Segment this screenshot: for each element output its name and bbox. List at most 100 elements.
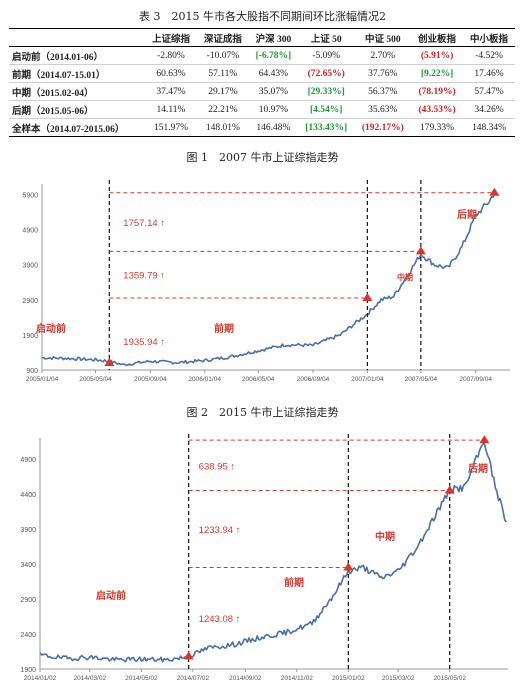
gain-annotation: 1233.94 ↑ — [199, 525, 241, 536]
x-tick-label: 2005/09/04 — [134, 376, 167, 383]
gain-annotation: 1359.79 ↑ — [123, 271, 165, 282]
header-cell: 创业板指 — [411, 28, 464, 47]
phase-label: 前期 — [284, 576, 304, 589]
phase-label: 启动前 — [96, 589, 126, 602]
table-cell: [9.22%] — [411, 64, 464, 83]
row-label: 启动前（2014.01-06） — [9, 46, 145, 65]
phase-label: 前期 — [214, 322, 234, 335]
table-header-row: 上证综指 深证成指 沪深 300 上证 50 中证 500 创业板指 中小板指 — [9, 28, 515, 47]
row-label: 后期（2015.05-06） — [9, 100, 145, 119]
phase-label: 启动前 — [36, 322, 66, 335]
table-title: 表 3 2015 牛市各大股指不同期间环比涨幅情况2 — [139, 10, 386, 23]
figure2-caption: 图 2 2015 牛市上证综指走势 — [186, 406, 339, 419]
table-row: 前期（2014.07-15.01） 60.63% 57.11% 64.43% (72.6… — [9, 64, 515, 83]
table-cell: 29.17% — [196, 82, 249, 101]
figure1-line-chart: 900 1900 2900 3900 4900 5900 2005/01/04 2005/05… — [22, 180, 510, 383]
turning-point-marker — [444, 485, 455, 494]
x-tick-label: 2007/09/04 — [459, 376, 492, 383]
table-cell: 146.48% — [248, 118, 298, 137]
gain-annotation: 1243.08 ↑ — [199, 614, 241, 625]
row-label: 中期（2015.02-04） — [9, 82, 145, 101]
header-cell: 沪深 300 — [248, 28, 298, 47]
header-cell: 上证 50 — [297, 28, 355, 47]
header-cell: 上证综指 — [145, 28, 197, 47]
x-tick-label: 2014/11/02 — [281, 675, 313, 682]
table-cell: 56.37% — [354, 82, 412, 101]
table-cell: [4.54%] — [297, 100, 355, 119]
table-cell: 60.63% — [145, 64, 197, 83]
x-tick-label: 2005/05/04 — [79, 376, 112, 383]
table-cell: 10.97% — [248, 100, 298, 119]
table-cell: 148.01% — [196, 118, 249, 137]
header-cell: 中小板指 — [463, 28, 515, 47]
table-row: 中期（2015.02-04） 37.47% 29.17% 35.07% [29.33%]… — [9, 82, 515, 101]
turning-point-marker — [489, 187, 500, 196]
y-tick-label: 3400 — [20, 562, 36, 569]
x-tick-label: 2014/05/02 — [125, 675, 158, 682]
table-cell: 17.46% — [463, 64, 515, 83]
table-cell: (72.65%) — [297, 64, 355, 83]
x-tick-label: 2014/01/02 — [24, 675, 57, 682]
y-tick-label: 1900 — [22, 333, 38, 340]
index-returns-table: 上证综指 深证成指 沪深 300 上证 50 中证 500 创业板指 中小板指 … — [9, 28, 515, 137]
figure1-caption: 图 1 2007 牛市上证综指走势 — [186, 151, 339, 164]
table-cell: 37.47% — [145, 82, 197, 101]
turning-point-marker — [362, 293, 373, 302]
y-tick-label: 4900 — [20, 457, 36, 464]
table-cell: (5.91%) — [411, 46, 464, 65]
y-tick-label: 1900 — [20, 667, 36, 674]
table-row: 后期（2015.05-06） 14.11% 22.21% 10.97% [4.54%] 3… — [9, 100, 515, 119]
row-label: 前期（2014.07-15.01） — [9, 64, 145, 83]
header-cell — [9, 28, 145, 47]
y-tick-label: 4400 — [20, 492, 36, 499]
y-tick-label: 4900 — [22, 228, 38, 235]
phase-label: 中期 — [375, 530, 395, 543]
x-tick-label: 2007/01/04 — [351, 376, 384, 383]
x-tick-label: 2015/05/02 — [433, 675, 466, 682]
table-cell: 35.63% — [354, 100, 412, 119]
y-tick-label: 2900 — [20, 597, 36, 604]
table-cell: 148.34% — [463, 118, 515, 137]
x-tick-label: 2006/05/04 — [242, 376, 275, 383]
header-cell: 深证成指 — [196, 28, 249, 47]
table-cell: 57.11% — [196, 64, 249, 83]
x-tick-label: 2005/01/04 — [26, 376, 59, 383]
x-tick-label: 2014/03/02 — [74, 675, 107, 682]
x-tick-label: 2014/07/02 — [177, 675, 210, 682]
turning-point-marker — [479, 435, 490, 444]
x-tick-label: 2006/01/04 — [188, 376, 221, 383]
gain-annotation: 1757.14 ↑ — [123, 218, 165, 229]
table-cell: 64.43% — [248, 64, 298, 83]
table-cell: [-6.78%] — [248, 46, 298, 65]
y-tick-label: 3900 — [22, 263, 38, 270]
header-cell: 中证 500 — [354, 28, 412, 47]
y-tick-label: 3900 — [20, 527, 36, 534]
y-tick-label: 900 — [26, 368, 38, 375]
index-line-series — [41, 192, 496, 367]
table-cell: (78.19%) — [411, 82, 464, 101]
table-cell: (192.17%) — [354, 118, 412, 137]
table-cell: 22.21% — [196, 100, 249, 119]
table-cell: [133.43%] — [297, 118, 355, 137]
turning-point-marker — [104, 357, 115, 366]
table-cell: [29.33%] — [297, 82, 355, 101]
y-tick-label: 2400 — [20, 632, 36, 639]
gain-annotation: 1935.94 ↑ — [123, 337, 165, 348]
index-line-series — [39, 442, 507, 663]
table-row: 启动前（2014.01-06） -2.80% -10.07% [-6.78%] -5.0… — [9, 46, 515, 65]
table-cell: 34.26% — [463, 100, 515, 119]
table-row: 全样本（2014.07-2015.06） 151.97% 148.01% 146.48… — [9, 118, 515, 137]
turning-point-marker — [415, 246, 426, 255]
table-cell: 2.70% — [354, 46, 412, 65]
x-tick-label: 2007/05/04 — [405, 376, 438, 383]
table-cell: -4.52% — [463, 46, 515, 65]
x-tick-label: 2015/03/02 — [382, 675, 415, 682]
x-tick-label: 2006/09/04 — [297, 376, 330, 383]
table-cell: 151.97% — [145, 118, 197, 137]
gain-annotation: 638.95 ↑ — [199, 461, 235, 472]
table-cell: -5.09% — [297, 46, 355, 65]
x-tick-label: 2014/09/02 — [229, 675, 262, 682]
table-cell: -10.07% — [196, 46, 249, 65]
table-cell: 35.07% — [248, 82, 298, 101]
turning-point-marker — [343, 562, 354, 571]
